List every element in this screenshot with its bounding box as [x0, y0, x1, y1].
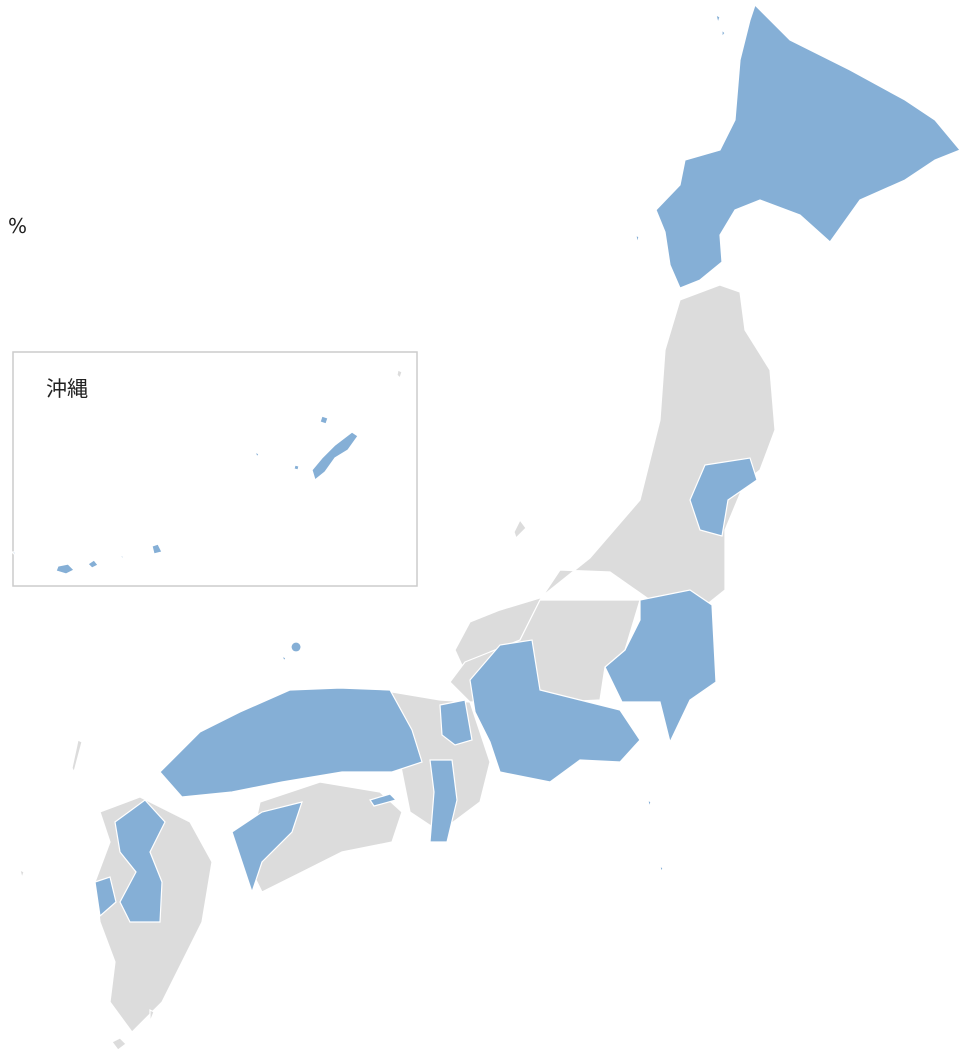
nara [430, 760, 457, 842]
chugoku [160, 688, 422, 797]
page: % 沖縄 (() => { const data = JSON.parse(do… [0, 0, 967, 1056]
inset-label: 沖縄 [46, 377, 88, 401]
japan-map: % 沖縄 [0, 0, 967, 1056]
okinawa-inset: 沖縄 [12, 352, 417, 586]
legend-unit: % [8, 214, 27, 238]
hokkaido [656, 5, 960, 288]
